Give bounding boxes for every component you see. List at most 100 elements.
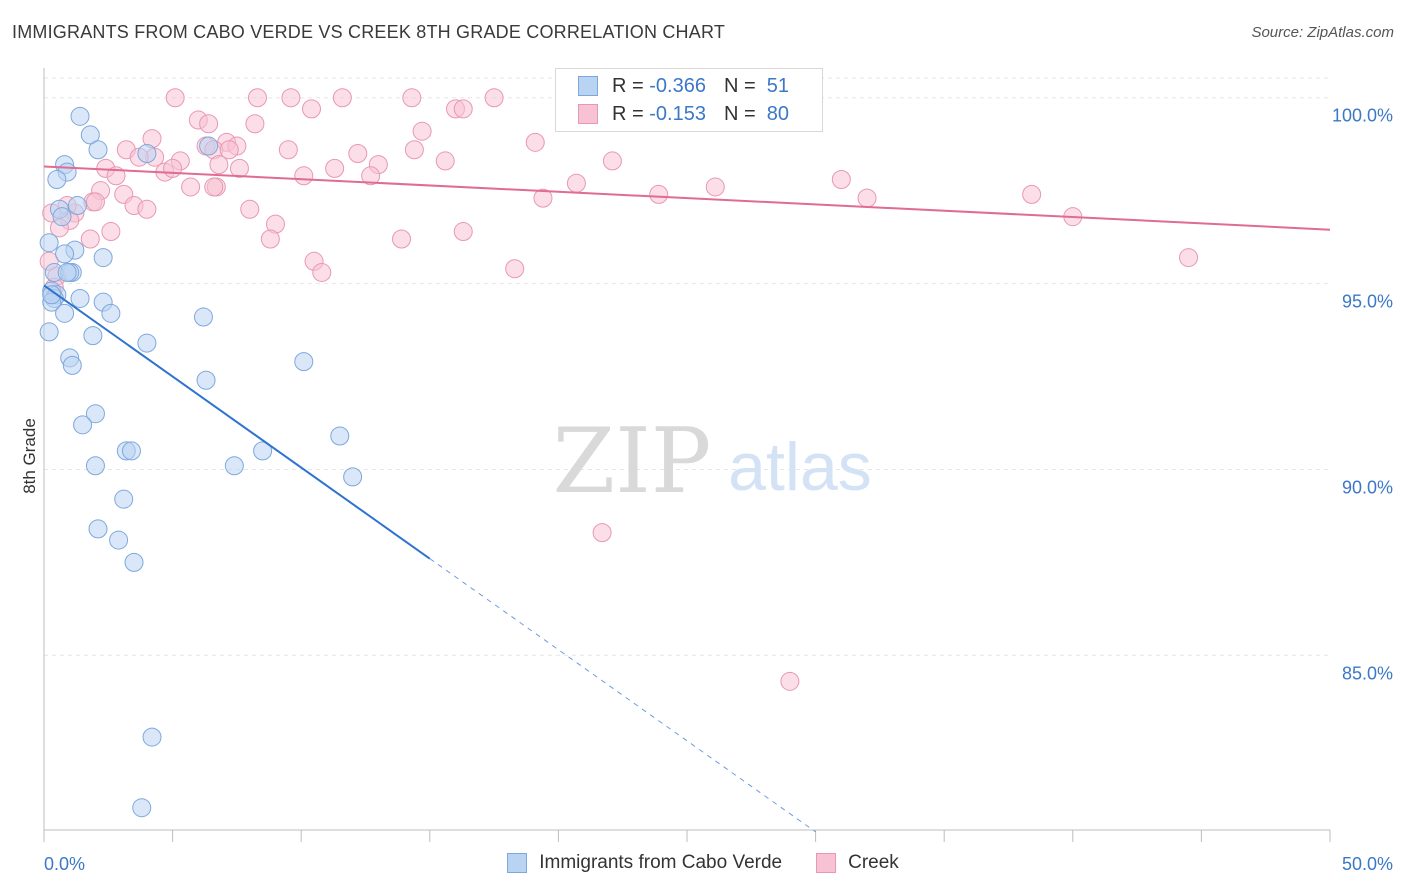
creek-point	[199, 114, 219, 134]
creek-point	[435, 151, 455, 171]
cabo-verde-point	[88, 140, 108, 160]
cabo-verde-point	[70, 106, 90, 126]
cabo-verde-point	[62, 355, 82, 375]
cabo-verde-point	[199, 136, 219, 156]
cabo-verde-point	[88, 519, 108, 539]
cabo-verde-point	[42, 285, 62, 305]
creek-point	[592, 523, 612, 543]
cabo-verde-point	[80, 125, 100, 145]
y-tick-label: 95.0%	[1342, 292, 1393, 312]
cabo-verde-point	[70, 288, 90, 308]
creek-point	[484, 88, 504, 108]
legend-n-value: 51	[766, 74, 790, 97]
watermark: ZIP atlas	[553, 409, 872, 514]
creek-point	[101, 222, 121, 242]
trend-lines	[43, 165, 1331, 833]
cabo-verde-point	[224, 456, 244, 476]
creek-point	[204, 177, 224, 197]
creek-trend-line	[43, 165, 1331, 231]
cabo-verde-point	[330, 426, 350, 446]
creek-point	[106, 166, 126, 186]
creek-point	[278, 140, 298, 160]
watermark-atlas: atlas	[728, 429, 872, 505]
cabo-verde-point	[83, 326, 103, 346]
cabo-verde-point	[55, 303, 75, 323]
cabo-verde-points	[39, 106, 363, 818]
creek-point	[361, 166, 381, 186]
creek-point	[392, 229, 412, 249]
cabo-verde-point	[47, 170, 67, 190]
creek-point	[412, 121, 432, 141]
cabo-verde-point	[137, 333, 157, 353]
y-tick-labels: 85.0% 90.0% 95.0% 100.0%	[1332, 106, 1393, 684]
legend-item-creek[interactable]: Creek	[816, 852, 899, 874]
legend-swatch-blue	[578, 76, 598, 96]
legend-row-cabo-verde: R = -0.366 N = 51	[578, 73, 789, 99]
creek-point	[80, 229, 100, 249]
creek-point	[831, 170, 851, 190]
axes	[43, 68, 1331, 842]
cabo-verde-point	[101, 303, 121, 323]
series-legend: Immigrants from Cabo Verde Creek	[0, 852, 1406, 874]
cabo-verde-point	[85, 456, 105, 476]
legend-r-value: -0.366	[649, 74, 706, 97]
cabo-verde-point	[193, 307, 213, 327]
cabo-verde-point	[52, 207, 72, 227]
legend-swatch-blue	[507, 853, 528, 873]
creek-point	[247, 88, 267, 108]
chart-source: Source: ZipAtlas.com	[1251, 24, 1394, 41]
creek-point	[402, 88, 422, 108]
legend-label-creek: Creek	[848, 852, 899, 873]
creek-point	[229, 158, 249, 178]
creek-point	[348, 143, 368, 163]
creek-point	[332, 88, 352, 108]
cabo-verde-trend-extension	[429, 558, 816, 833]
creek-point	[404, 140, 424, 160]
cabo-verde-point	[121, 441, 141, 461]
cabo-verde-point	[294, 352, 314, 372]
legend-label-cabo-verde: Immigrants from Cabo Verde	[539, 852, 783, 873]
chart-title: IMMIGRANTS FROM CABO VERDE VS CREEK 8TH …	[12, 22, 726, 42]
creek-point	[453, 99, 473, 119]
creek-point	[301, 99, 321, 119]
creek-point	[312, 262, 332, 282]
legend-swatch-pink	[816, 853, 837, 873]
cabo-verde-point	[55, 244, 75, 264]
creek-points	[39, 88, 1199, 691]
cabo-verde-point	[124, 552, 144, 572]
creek-point	[453, 222, 473, 242]
creek-point	[857, 188, 877, 208]
y-axis-label: 8th Grade	[20, 418, 39, 494]
creek-point	[209, 155, 229, 175]
cabo-verde-point	[67, 196, 87, 216]
legend-item-cabo-verde[interactable]: Immigrants from Cabo Verde	[507, 852, 782, 874]
cabo-verde-point	[39, 233, 59, 253]
watermark-zip: ZIP	[553, 409, 712, 514]
legend-n-label: N =	[723, 102, 756, 125]
legend-r-label: R =	[612, 102, 644, 125]
y-tick-label: 100.0%	[1332, 106, 1393, 126]
creek-point	[525, 132, 545, 152]
cabo-verde-point	[142, 727, 162, 747]
cabo-verde-point	[343, 467, 363, 487]
legend-n-label: N =	[723, 74, 756, 97]
cabo-verde-point	[109, 530, 129, 550]
creek-point	[602, 151, 622, 171]
creek-point	[533, 188, 553, 208]
creek-point	[705, 177, 725, 197]
creek-point	[240, 199, 260, 219]
creek-point	[1179, 248, 1199, 268]
creek-point	[281, 88, 301, 108]
stats-legend: R = -0.366 N = 51 R = -0.153 N = 80	[555, 68, 823, 132]
creek-point	[1022, 184, 1042, 204]
creek-point	[325, 158, 345, 178]
cabo-verde-point	[253, 441, 273, 461]
legend-r-label: R =	[612, 74, 644, 97]
cabo-verde-point	[137, 143, 157, 163]
creek-point	[294, 166, 314, 186]
creek-point	[137, 199, 157, 219]
cabo-verde-point	[196, 370, 216, 390]
creek-point	[219, 140, 239, 160]
cabo-verde-point	[85, 404, 105, 424]
